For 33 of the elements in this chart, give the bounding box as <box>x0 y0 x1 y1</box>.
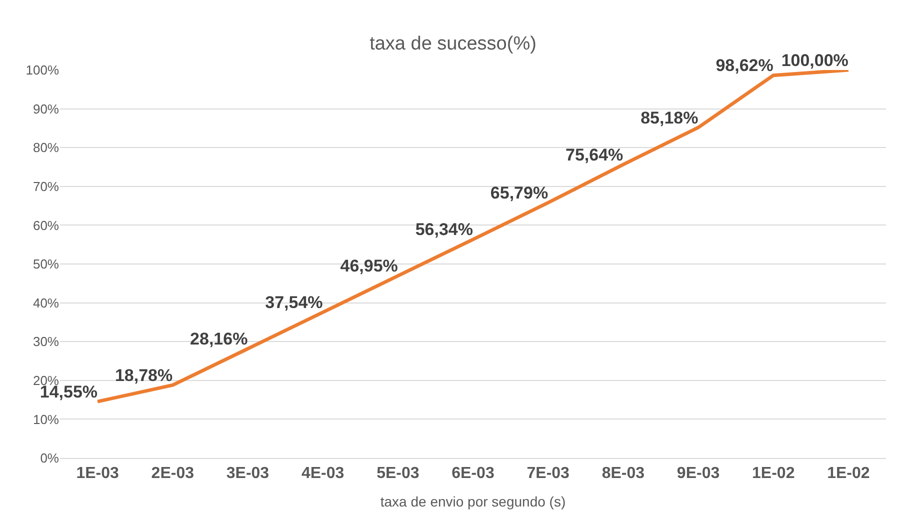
x-axis-title: taxa de envio por segundo (s) <box>380 494 566 510</box>
data-label: 46,95% <box>340 256 398 276</box>
x-tick-label: 1E-02 <box>752 465 795 482</box>
x-tick-label: 9E-03 <box>676 465 720 482</box>
x-tick-label: 7E-03 <box>526 465 570 482</box>
data-label: 37,54% <box>265 293 323 312</box>
chart-title: taxa de sucesso(%) <box>370 34 536 55</box>
x-tick-label: 8E-03 <box>602 465 645 482</box>
data-label: 65,79% <box>490 183 548 202</box>
data-label: 85,18% <box>640 108 698 128</box>
x-tick-label: 5E-03 <box>376 465 420 482</box>
y-tick-label: 60% <box>32 218 60 233</box>
y-tick-label: 30% <box>32 334 60 350</box>
y-tick-label: 10% <box>32 412 60 427</box>
x-tick-label: 1E-02 <box>827 465 870 482</box>
y-tick-label: 0% <box>40 450 60 466</box>
y-tick-label: 90% <box>32 101 60 116</box>
data-label: 98,62% <box>716 56 774 76</box>
x-tick-label: 6E-03 <box>452 465 494 482</box>
x-tick-label: 3E-03 <box>226 465 270 482</box>
data-label: 75,64% <box>566 145 624 164</box>
y-tick-label: 70% <box>32 178 60 194</box>
y-tick-label: 80% <box>32 140 60 156</box>
data-label: 28,16% <box>190 329 248 348</box>
data-label: 100,00% <box>781 50 848 70</box>
x-tick-label: 1E-03 <box>76 465 119 482</box>
x-tick-label: 2E-03 <box>151 465 194 482</box>
y-tick-label: 100% <box>26 62 60 78</box>
data-label: 18,78% <box>114 366 173 385</box>
data-label: 56,34% <box>415 220 473 240</box>
y-tick-label: 40% <box>32 295 60 310</box>
y-tick-label: 50% <box>32 256 60 272</box>
x-tick-label: 4E-03 <box>301 465 344 482</box>
